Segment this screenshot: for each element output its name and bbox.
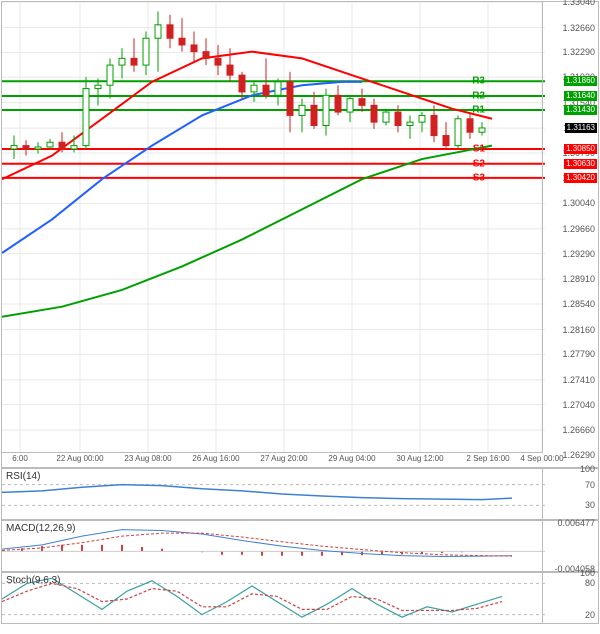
rsi-panel: RSI(14) 3070100 <box>1 468 599 520</box>
ytick: 30 <box>585 500 595 510</box>
level-label-S3: S3 <box>473 172 485 183</box>
level-label-S1: S1 <box>473 143 485 154</box>
level-label-R2: R2 <box>472 90 485 101</box>
price-panel: R3 R2 R1 S1 S2 S3 1.26290 1.26660 1.27040 1.2741… <box>1 1 599 468</box>
ytick: 1.32290 <box>562 47 595 57</box>
price-tag-R2: 1.31640 <box>564 91 597 101</box>
level-label-S2: S2 <box>473 158 485 169</box>
ytick: 1.27410 <box>562 375 595 385</box>
ytick: 1.28160 <box>562 325 595 335</box>
macd-svg <box>2 521 545 573</box>
price-tag-R3: 1.31860 <box>564 76 597 86</box>
xtick: 22 Aug 00:00 <box>56 454 103 463</box>
macd-yaxis: -0.0040580.006477 <box>542 521 598 571</box>
rsi-yaxis: 3070100 <box>542 469 598 519</box>
xtick: 30 Aug 12:00 <box>396 454 443 463</box>
xtick: 26 Aug 16:00 <box>192 454 239 463</box>
stoch-svg <box>2 573 545 625</box>
level-label-R1: R1 <box>472 105 485 116</box>
ytick: 1.33040 <box>562 0 595 7</box>
ytick: 1.30040 <box>562 198 595 208</box>
xtick: 2 Sep 16:00 <box>466 454 509 463</box>
xtick: 6:00 <box>12 454 28 463</box>
ytick: 70 <box>585 480 595 490</box>
price-tag-S2: 1.30630 <box>564 159 597 169</box>
level-label-R3: R3 <box>472 76 485 87</box>
price-yaxis: 1.262901.266601.270401.274101.277901.281… <box>542 2 598 453</box>
price-plot[interactable]: R3 R2 R1 S1 S2 S3 <box>2 2 543 453</box>
ytick: 20 <box>585 610 595 620</box>
chart-container: R3 R2 R1 S1 S2 S3 1.26290 1.26660 1.27040 1.2741… <box>0 0 600 634</box>
xtick: 4 Sep 00:00 <box>520 454 563 463</box>
ytick: 0.006477 <box>557 518 595 528</box>
ytick: 1.26290 <box>562 450 595 460</box>
stoch-label: Stoch(9,6,3) <box>6 575 60 586</box>
rsi-label: RSI(14) <box>6 471 40 482</box>
ytick: 1.26660 <box>562 425 595 435</box>
ytick: 1.29290 <box>562 249 595 259</box>
ytick: 1.27790 <box>562 349 595 359</box>
stoch-yaxis: 2080100 <box>542 573 598 623</box>
ytick: 1.27040 <box>562 400 595 410</box>
ytick: 1.28910 <box>562 274 595 284</box>
price-tag-R1: 1.31430 <box>564 105 597 115</box>
stoch-panel: Stoch(9,6,3) 2080100 <box>1 572 599 624</box>
rsi-svg <box>2 469 545 521</box>
macd-label: MACD(12,26,9) <box>6 523 75 534</box>
price-svg <box>2 2 545 455</box>
ytick: 1.29660 <box>562 224 595 234</box>
price-tag-S1: 1.30850 <box>564 144 597 154</box>
ytick: 1.28540 <box>562 299 595 309</box>
ytick: 80 <box>585 578 595 588</box>
price-tag-current: 1.31163 <box>565 123 597 133</box>
ytick: 100 <box>580 568 595 578</box>
xtick: 29 Aug 04:00 <box>328 454 375 463</box>
macd-panel: MACD(12,26,9) -0.0040580.006477 <box>1 520 599 572</box>
xtick: 27 Aug 20:00 <box>260 454 307 463</box>
ytick: 100 <box>580 464 595 474</box>
ytick: 1.32660 <box>562 23 595 33</box>
xtick: 23 Aug 08:00 <box>124 454 171 463</box>
price-tag-S3: 1.30420 <box>564 173 597 183</box>
price-xaxis: 6:00 22 Aug 00:00 23 Aug 08:00 26 Aug 16:00… <box>2 452 543 467</box>
